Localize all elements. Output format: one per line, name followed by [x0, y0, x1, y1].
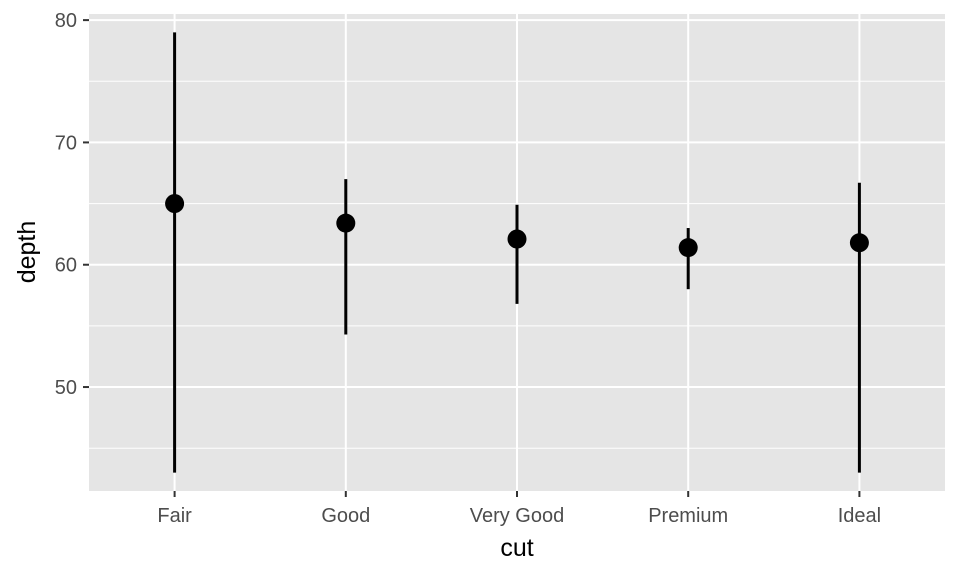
x-tick-label: Premium	[648, 505, 728, 527]
y-tick-label: 80	[55, 10, 77, 32]
y-tick-label: 60	[55, 255, 77, 277]
point-premium	[678, 238, 698, 258]
x-axis-ticks: Fair Good Very Good Premium Ideal	[157, 491, 881, 527]
data-marks	[165, 32, 869, 473]
x-tick-label: Ideal	[838, 505, 881, 527]
point-ideal	[849, 233, 869, 253]
x-axis-title: cut	[500, 534, 533, 562]
x-tick-label: Good	[321, 505, 370, 527]
y-tick-label: 50	[55, 377, 77, 399]
x-tick-label: Fair	[157, 505, 192, 527]
y-axis-ticks: 50 60 70 80	[55, 10, 89, 399]
x-tick-label: Very Good	[470, 505, 565, 527]
point-very-good	[507, 229, 527, 249]
y-tick-label: 70	[55, 132, 77, 154]
point-good	[336, 213, 356, 233]
y-axis-title: depth	[13, 221, 41, 284]
point-fair	[165, 194, 185, 214]
